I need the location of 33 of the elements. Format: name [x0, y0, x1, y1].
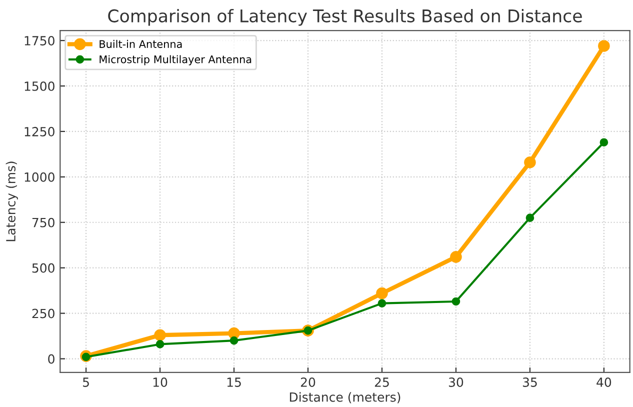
x-tick-label: 40	[596, 377, 612, 387]
y-tick-label: 0	[48, 354, 54, 364]
x-tick-label: 15	[227, 378, 241, 387]
y-axis-title: Latency (ms)	[6, 162, 18, 242]
point	[450, 251, 462, 263]
point	[524, 156, 536, 168]
x-axis-title: Distance (meters)	[290, 392, 400, 404]
chart-title: Comparison of Latency Test Results Based on Distance	[108, 9, 582, 26]
y-tick-label: 1000	[24, 172, 54, 182]
x-tick-label: 5	[83, 378, 89, 387]
y-tick-label: 1750	[24, 36, 54, 46]
y-tick-label: 500	[32, 263, 54, 273]
point	[376, 287, 388, 300]
x-tick-label: 30	[448, 377, 464, 387]
point	[230, 336, 238, 345]
point	[598, 40, 610, 52]
point	[452, 297, 460, 306]
y-tick-label: 250	[32, 308, 54, 318]
y-tick-label: 1250	[24, 126, 54, 136]
x-tick-label: 20	[300, 377, 316, 387]
x-tick-label: 10	[153, 377, 168, 387]
point	[600, 138, 608, 147]
x-tick-label: 25	[374, 377, 389, 387]
point	[526, 214, 534, 222]
point	[378, 299, 386, 308]
point	[156, 340, 164, 348]
legend-label: Microstrip Multilayer Antenna	[100, 55, 252, 66]
y-tick-label: 750	[32, 218, 54, 228]
legend-label: Built-in Antenna	[100, 40, 182, 48]
y-tick-label: 1500	[24, 81, 54, 91]
x-tick-label: 35	[522, 377, 537, 387]
point	[154, 329, 166, 342]
point	[82, 352, 90, 362]
